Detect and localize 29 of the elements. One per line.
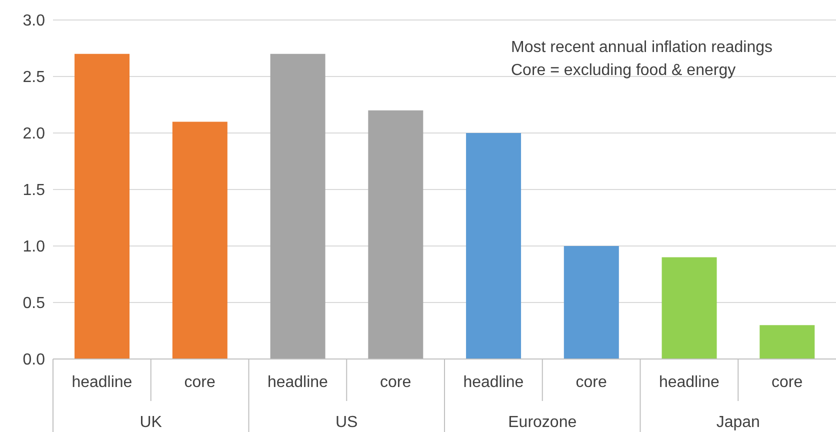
y-tick-label: 3.0 (22, 12, 46, 30)
x-tick-label: headline (267, 374, 328, 391)
x-tick-label: headline (463, 374, 524, 391)
bar (760, 325, 815, 359)
y-tick-label: 1.5 (22, 182, 46, 200)
y-tick-label: 1.0 (22, 238, 46, 256)
text: UK (140, 414, 162, 431)
y-tick-label: 0.0 (22, 352, 46, 369)
x-tick-label: core (380, 374, 412, 391)
y-tick-label: 0.5 (22, 295, 46, 312)
x-tick-label: headline (658, 374, 720, 391)
y-tick-label: 2.0 (22, 126, 46, 143)
bar (564, 246, 619, 359)
annotation: Core = excluding food & energy (511, 61, 737, 81)
bar (172, 122, 228, 359)
y-tick-label: 2.5 (22, 69, 46, 86)
bar (662, 257, 717, 359)
bar (466, 133, 522, 359)
x-tick-label: headline (72, 374, 132, 391)
annotation: Most recent annual inflation readings (511, 38, 772, 58)
text: US (336, 414, 358, 431)
bar (368, 110, 424, 359)
text: Eurozone (508, 414, 577, 431)
text: Japan (716, 414, 760, 431)
x-tick-label: core (772, 374, 803, 391)
bar (74, 54, 130, 359)
x-tick-label: core (576, 374, 607, 391)
bar (270, 54, 326, 359)
x-tick-label: core (184, 374, 216, 391)
